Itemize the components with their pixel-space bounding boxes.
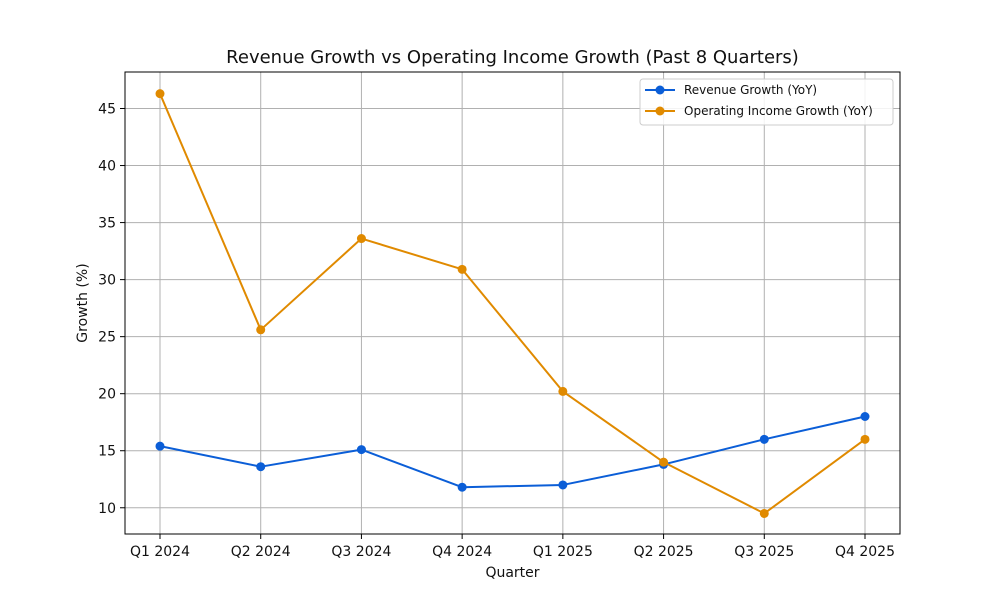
data-point xyxy=(356,234,366,244)
grid-layer xyxy=(125,72,900,534)
y-tick-label: 25 xyxy=(98,330,116,346)
data-point xyxy=(860,434,870,444)
y-tick-label: 15 xyxy=(98,444,116,460)
data-point xyxy=(860,412,870,422)
legend-marker-operating-income xyxy=(655,106,665,116)
data-point xyxy=(256,462,266,472)
tick-layer: Q1 2024 Q2 2024 Q3 2024 Q4 2024 Q1 2025 Q2 20… xyxy=(98,102,895,560)
x-tick-label: Q3 2025 xyxy=(734,544,794,560)
y-tick-label: 10 xyxy=(98,501,116,517)
data-point xyxy=(356,445,366,455)
x-tick-label: Q2 2024 xyxy=(231,544,291,560)
legend: Revenue Growth (YoY) Operating Income Gr… xyxy=(639,78,894,126)
legend-label-operating-income: Operating Income Growth (YoY) xyxy=(684,104,873,118)
series-line-0 xyxy=(159,415,866,489)
y-tick-label: 35 xyxy=(98,216,116,232)
y-tick-label: 45 xyxy=(98,102,116,118)
data-point xyxy=(558,386,568,396)
y-axis-label: Growth (%) xyxy=(75,263,91,342)
x-tick-label: Q4 2025 xyxy=(835,544,895,560)
series-line-1 xyxy=(159,93,866,515)
plot-frame xyxy=(124,71,901,535)
y-tick-label: 30 xyxy=(98,273,116,289)
data-point xyxy=(155,441,165,451)
data-point xyxy=(155,89,165,99)
y-tick-label: 20 xyxy=(98,387,116,403)
x-tick-label: Q4 2024 xyxy=(432,544,492,560)
y-tick-label: 40 xyxy=(98,159,116,175)
x-tick-label: Q2 2025 xyxy=(634,544,694,560)
data-point xyxy=(759,508,769,518)
data-point xyxy=(759,434,769,444)
series-layer xyxy=(155,89,870,518)
x-tick-label: Q1 2025 xyxy=(533,544,593,560)
x-tick-label: Q1 2024 xyxy=(130,544,190,560)
data-point xyxy=(256,325,266,335)
legend-item-revenue: Revenue Growth (YoY) xyxy=(645,83,817,97)
data-point xyxy=(558,480,568,490)
data-point xyxy=(659,457,669,467)
legend-label-revenue: Revenue Growth (YoY) xyxy=(684,83,817,97)
legend-item-operating-income: Operating Income Growth (YoY) xyxy=(645,104,873,118)
x-tick-label: Q3 2024 xyxy=(331,544,391,560)
chart-title: Revenue Growth vs Operating Income Growt… xyxy=(226,47,799,68)
legend-box xyxy=(639,78,894,126)
data-point xyxy=(457,264,467,274)
legend-marker-revenue xyxy=(655,85,665,95)
data-point xyxy=(457,482,467,492)
x-axis-label: Quarter xyxy=(485,565,539,581)
